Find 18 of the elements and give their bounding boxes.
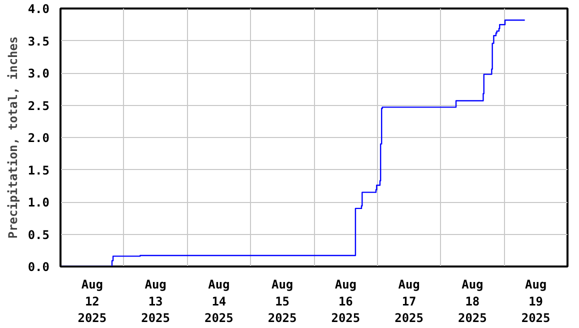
x-tick-label: Aug 18 2025 (458, 278, 487, 326)
y-tick-label: 0.0 (28, 260, 50, 274)
y-tick-label: 2.0 (28, 131, 50, 145)
x-tick-label: Aug 14 2025 (204, 278, 234, 326)
y-tick-label: 4.0 (28, 2, 50, 16)
x-tick-label: Aug 17 2025 (394, 278, 424, 326)
y-tick-label: 2.5 (28, 98, 50, 113)
y-tick-label: 1.5 (28, 163, 50, 178)
y-axis-title: Precipitation, total, inches (6, 36, 20, 239)
y-tick-label: 1.0 (28, 196, 50, 210)
y-tick-label: 3.0 (28, 66, 50, 80)
y-tick-label: 0.5 (28, 228, 50, 242)
x-tick-label: Aug 13 2025 (141, 278, 170, 326)
x-tick-label: Aug 12 2025 (78, 278, 107, 326)
x-tick-label: Aug 16 2025 (331, 278, 360, 326)
x-tick-label: Aug 15 2025 (268, 278, 297, 326)
y-tick-label: 3.5 (28, 34, 50, 48)
x-tick-label: Aug 19 2025 (521, 278, 550, 326)
